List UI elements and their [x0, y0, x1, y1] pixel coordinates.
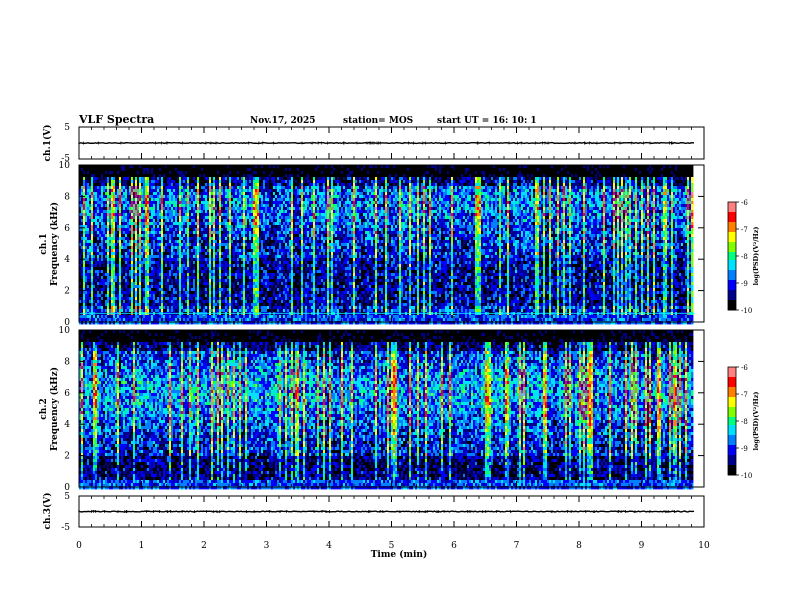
date-label: Nov.17, 2025 — [250, 116, 316, 126]
ch1-ytick-top: 5 — [64, 123, 70, 133]
ch1-waveform-panel: 5 -5 ch.1(V) — [42, 123, 704, 164]
figure-title: VLF Spectra — [78, 113, 154, 126]
ch1-waveform-ylabel: ch.1(V) — [42, 125, 53, 162]
start-ut-label: start UT = 16: 10: 1 — [437, 116, 537, 126]
waveform-line — [79, 143, 694, 144]
station-label: station= MOS — [343, 116, 413, 126]
ch1-waveform-trace — [79, 142, 694, 145]
ch1-spectrogram-image — [79, 165, 704, 324]
